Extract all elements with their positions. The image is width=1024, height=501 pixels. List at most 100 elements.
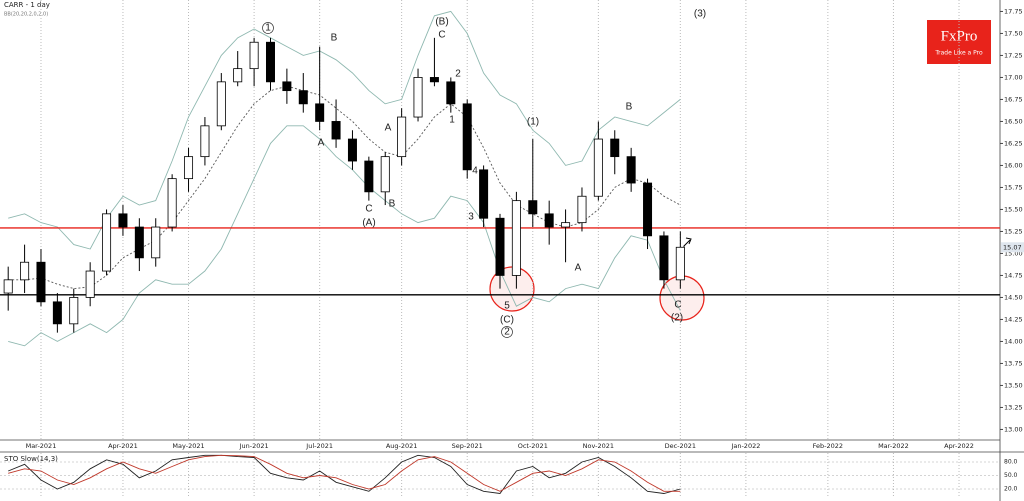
candle-body	[20, 261, 30, 281]
wave-label: (2)	[671, 313, 683, 324]
wave-label: 3	[468, 212, 474, 223]
y-tick-label: 16.75	[1004, 95, 1023, 103]
wave-circle	[262, 22, 274, 34]
wave-label: 2	[455, 69, 461, 80]
y-tick-label: 14.25	[1004, 315, 1023, 323]
band-line	[8, 10, 681, 250]
x-tick-label: Apr-2022	[944, 442, 974, 450]
candle-body	[85, 270, 95, 298]
y-tick-label: 13.25	[1004, 403, 1023, 411]
x-tick-label: Dec-2021	[665, 442, 696, 450]
candle-body	[413, 77, 423, 118]
y-tick-label: 15.75	[1004, 183, 1023, 191]
x-tick-label: Aug-2021	[386, 442, 418, 450]
candle-body	[446, 81, 456, 105]
candle-body	[102, 213, 112, 272]
candle-body	[429, 77, 439, 83]
y-tick-label: 16.00	[1004, 161, 1023, 169]
wave-label: B	[626, 102, 633, 113]
wave-circle	[501, 326, 513, 338]
wave-label: 5	[504, 301, 510, 312]
wave-label: (1)	[527, 117, 539, 128]
y-tick-label: 15.00	[1004, 249, 1023, 257]
x-tick-label: Apr-2021	[108, 442, 138, 450]
y-tick-label: 15.25	[1004, 227, 1023, 235]
candle-body	[134, 226, 144, 259]
candle-body	[331, 121, 341, 140]
wave-label: (C)	[500, 315, 514, 326]
osc-tick-label: 20.0	[1004, 486, 1018, 493]
osc-tick-label: 50.0	[1004, 472, 1018, 479]
candle-body	[36, 261, 46, 303]
x-tick-label: Jan-2022	[730, 442, 760, 450]
band-line	[8, 125, 681, 347]
wave-label: A	[575, 263, 582, 274]
osc-line	[8, 454, 681, 492]
candle-body	[298, 90, 308, 105]
candle-body	[380, 156, 390, 193]
chart-title: CARR - 1 day	[4, 1, 50, 9]
wave-label: (A)	[362, 218, 375, 229]
candle-body	[216, 81, 226, 127]
candle-body	[167, 178, 177, 228]
y-tick-label: 17.50	[1004, 29, 1023, 37]
candle-body	[347, 138, 357, 162]
x-tick-label: Mar-2021	[26, 442, 57, 450]
x-tick-label: Mar-2022	[878, 442, 909, 450]
candle-body	[151, 226, 161, 259]
wave-label: (B)	[435, 17, 448, 28]
osc-tick-label: 80.0	[1004, 459, 1018, 466]
candle-body	[528, 200, 538, 215]
y-tick-label: 17.00	[1004, 73, 1023, 81]
wave-label: B	[389, 199, 396, 210]
candle-body	[200, 125, 210, 158]
y-tick-label: 14.75	[1004, 271, 1023, 279]
candle-body	[544, 213, 554, 228]
x-tick-label: Oct-2021	[518, 442, 548, 450]
wave-label: 2	[504, 327, 510, 338]
wave-label: 4	[472, 166, 478, 177]
candle-body	[282, 81, 292, 92]
candle-body	[118, 213, 128, 228]
wave-label: 1	[449, 115, 455, 126]
y-tick-label: 16.25	[1004, 139, 1023, 147]
y-tick-label: 17.75	[1004, 7, 1023, 15]
candle-body	[577, 195, 587, 224]
candle-body	[659, 235, 669, 281]
wave-label: C	[674, 300, 681, 311]
x-tick-label: May-2021	[172, 442, 204, 450]
wave-label: C	[438, 30, 445, 41]
candle-body	[479, 169, 489, 219]
wave-label: B	[331, 33, 338, 44]
y-tick-label: 15.50	[1004, 205, 1023, 213]
candle-body	[249, 41, 259, 70]
candle-body	[397, 116, 407, 158]
price-tag-label: 15.07	[1003, 243, 1022, 251]
y-tick-label: 13.75	[1004, 359, 1023, 367]
candle-body	[462, 103, 472, 171]
chart-subtitle: BB(20,20,2,0,2,0)	[4, 12, 48, 18]
wave-label: (3)	[694, 9, 706, 20]
y-tick-label: 14.50	[1004, 293, 1023, 301]
price-tag	[1001, 242, 1024, 253]
candle-body	[593, 138, 603, 197]
candle-body	[675, 246, 685, 281]
y-tick-label: 13.00	[1004, 425, 1023, 433]
x-tick-label: Jun-2021	[239, 442, 269, 450]
candle-body	[69, 297, 79, 325]
candle-body	[184, 156, 194, 180]
candle-body	[3, 279, 13, 294]
candle-body	[315, 103, 325, 122]
candle-body	[561, 222, 571, 228]
x-tick-label: Feb-2022	[813, 442, 843, 450]
x-tick-label: Sep-2021	[452, 442, 483, 450]
wave-label: 1	[265, 23, 271, 34]
wave-label: A	[385, 123, 392, 134]
x-tick-label: Nov-2021	[583, 442, 614, 450]
candle-body	[495, 217, 505, 276]
candle-body	[364, 160, 374, 193]
candle-body	[511, 200, 521, 276]
candle-body	[265, 41, 275, 83]
y-tick-label: 16.50	[1004, 117, 1023, 125]
